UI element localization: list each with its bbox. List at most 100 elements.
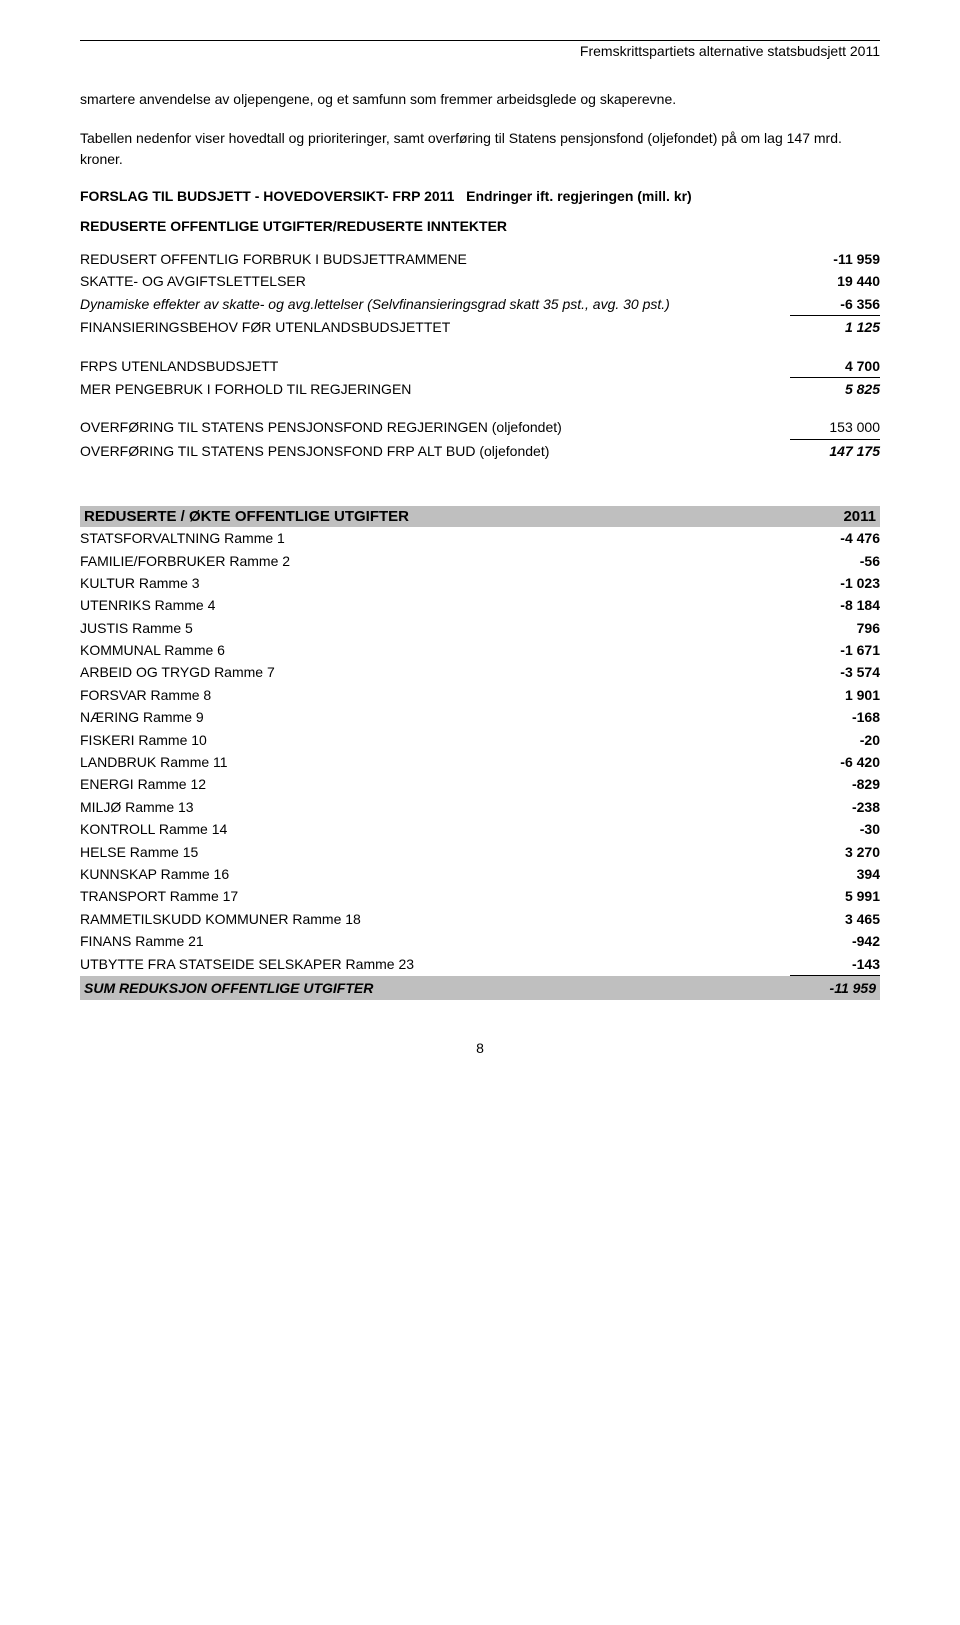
page-number: 8	[80, 1040, 880, 1056]
row-value: -1 671	[790, 639, 880, 661]
row-value: 153 000	[790, 416, 880, 439]
row-value: 3 270	[790, 841, 880, 863]
row-value: 1 125	[790, 316, 880, 338]
header-rule	[80, 40, 880, 41]
table-row: FRPS UTENLANDSBUDSJETT 4 700	[80, 355, 880, 378]
table-row: Dynamiske effekter av skatte- og avg.let…	[80, 293, 880, 316]
page-container: Fremskrittspartiets alternative statsbud…	[0, 0, 960, 1096]
table-row: UTBYTTE FRA STATSEIDE SELSKAPER Ramme 23…	[80, 953, 880, 976]
row-value: 394	[790, 863, 880, 885]
row-label: Dynamiske effekter av skatte- og avg.let…	[80, 293, 790, 316]
row-label: NÆRING Ramme 9	[80, 706, 790, 728]
row-value: -1 023	[790, 572, 880, 594]
row-label: TRANSPORT Ramme 17	[80, 885, 790, 907]
table-row: KULTUR Ramme 3-1 023	[80, 572, 880, 594]
table-row: MILJØ Ramme 13-238	[80, 796, 880, 818]
row-value: -6 420	[790, 751, 880, 773]
row-value: -20	[790, 729, 880, 751]
row-label: OVERFØRING TIL STATENS PENSJONSFOND REGJ…	[80, 416, 790, 439]
table-row: OVERFØRING TIL STATENS PENSJONSFOND REGJ…	[80, 416, 880, 439]
row-value: 19 440	[790, 270, 880, 292]
row-value: -11 959	[790, 248, 880, 270]
rammer-list: STATSFORVALTNING Ramme 1-4 476FAMILIE/FO…	[80, 527, 880, 976]
banner-row: REDUSERTE / ØKTE OFFENTLIGE UTGIFTER 201…	[80, 506, 880, 527]
row-value: -942	[790, 930, 880, 952]
table-row: JUSTIS Ramme 5796	[80, 617, 880, 639]
row-value: -4 476	[790, 527, 880, 549]
row-label: FAMILIE/FORBRUKER Ramme 2	[80, 550, 790, 572]
row-label: SKATTE- OG AVGIFTSLETTELSER	[80, 270, 790, 292]
table-row: ENERGI Ramme 12-829	[80, 773, 880, 795]
row-value: 4 700	[790, 355, 880, 378]
row-label: OVERFØRING TIL STATENS PENSJONSFOND FRP …	[80, 440, 790, 462]
table-row: ARBEID OG TRYGD Ramme 7-3 574	[80, 661, 880, 683]
row-label: KUNNSKAP Ramme 16	[80, 863, 790, 885]
reduserte-inntekter-title: REDUSERTE OFFENTLIGE UTGIFTER/REDUSERTE …	[80, 218, 880, 234]
row-label: UTBYTTE FRA STATSEIDE SELSKAPER Ramme 23	[80, 953, 790, 976]
row-label: UTENRIKS Ramme 4	[80, 594, 790, 616]
row-value: -6 356	[790, 293, 880, 316]
table-row: LANDBRUK Ramme 11-6 420	[80, 751, 880, 773]
table-row: SKATTE- OG AVGIFTSLETTELSER 19 440	[80, 270, 880, 292]
header-title: Fremskrittspartiets alternative statsbud…	[80, 43, 880, 59]
table-row: RAMMETILSKUDD KOMMUNER Ramme 183 465	[80, 908, 880, 930]
forslag-title-main: FORSLAG TIL BUDSJETT - HOVEDOVERSIKT- FR…	[80, 188, 454, 204]
row-label: ENERGI Ramme 12	[80, 773, 790, 795]
table-row: HELSE Ramme 153 270	[80, 841, 880, 863]
forslag-title: FORSLAG TIL BUDSJETT - HOVEDOVERSIKT- FR…	[80, 188, 880, 204]
table-row: OVERFØRING TIL STATENS PENSJONSFOND FRP …	[80, 440, 880, 462]
table-row: KUNNSKAP Ramme 16394	[80, 863, 880, 885]
row-label: KOMMUNAL Ramme 6	[80, 639, 790, 661]
row-label: RAMMETILSKUDD KOMMUNER Ramme 18	[80, 908, 790, 930]
banner-label: REDUSERTE / ØKTE OFFENTLIGE UTGIFTER	[84, 508, 409, 525]
row-label: KULTUR Ramme 3	[80, 572, 790, 594]
row-value: 5 991	[790, 885, 880, 907]
forslag-title-sub: Endringer ift. regjeringen (mill. kr)	[466, 188, 692, 204]
row-value: 147 175	[790, 440, 880, 462]
table-row: KOMMUNAL Ramme 6-1 671	[80, 639, 880, 661]
row-value: -143	[790, 953, 880, 976]
table-row: FAMILIE/FORBRUKER Ramme 2-56	[80, 550, 880, 572]
row-value: -238	[790, 796, 880, 818]
table-row: TRANSPORT Ramme 175 991	[80, 885, 880, 907]
table-row: MER PENGEBRUK I FORHOLD TIL REGJERINGEN …	[80, 378, 880, 400]
sum-value: -11 959	[786, 977, 876, 999]
row-label: MILJØ Ramme 13	[80, 796, 790, 818]
table-row: STATSFORVALTNING Ramme 1-4 476	[80, 527, 880, 549]
row-value: -8 184	[790, 594, 880, 616]
row-value: 796	[790, 617, 880, 639]
table-row: REDUSERT OFFENTLIG FORBRUK I BUDSJETTRAM…	[80, 248, 880, 270]
row-label: FINANSIERINGSBEHOV FØR UTENLANDSBUDSJETT…	[80, 316, 790, 338]
row-label: ARBEID OG TRYGD Ramme 7	[80, 661, 790, 683]
row-label: STATSFORVALTNING Ramme 1	[80, 527, 790, 549]
row-value: -168	[790, 706, 880, 728]
row-label: MER PENGEBRUK I FORHOLD TIL REGJERINGEN	[80, 378, 790, 400]
row-label: FRPS UTENLANDSBUDSJETT	[80, 355, 790, 378]
row-value: 1 901	[790, 684, 880, 706]
row-label: LANDBRUK Ramme 11	[80, 751, 790, 773]
table-row: FINANSIERINGSBEHOV FØR UTENLANDSBUDSJETT…	[80, 316, 880, 338]
intro-paragraph-2: Tabellen nedenfor viser hovedtall og pri…	[80, 128, 880, 170]
row-value: -3 574	[790, 661, 880, 683]
row-label: FINANS Ramme 21	[80, 930, 790, 952]
sum-label: SUM REDUKSJON OFFENTLIGE UTGIFTER	[84, 977, 786, 999]
row-value: 5 825	[790, 378, 880, 400]
table-row: FORSVAR Ramme 81 901	[80, 684, 880, 706]
row-value: -56	[790, 550, 880, 572]
row-value: -829	[790, 773, 880, 795]
table-row: NÆRING Ramme 9-168	[80, 706, 880, 728]
table-row: FISKERI Ramme 10-20	[80, 729, 880, 751]
intro-paragraph-1: smartere anvendelse av oljepengene, og e…	[80, 89, 880, 110]
row-label: FORSVAR Ramme 8	[80, 684, 790, 706]
row-label: FISKERI Ramme 10	[80, 729, 790, 751]
row-value: 3 465	[790, 908, 880, 930]
table-row: UTENRIKS Ramme 4-8 184	[80, 594, 880, 616]
row-label: KONTROLL Ramme 14	[80, 818, 790, 840]
sum-row: SUM REDUKSJON OFFENTLIGE UTGIFTER -11 95…	[80, 976, 880, 1000]
row-label: REDUSERT OFFENTLIG FORBRUK I BUDSJETTRAM…	[80, 248, 790, 270]
row-value: -30	[790, 818, 880, 840]
table-row: FINANS Ramme 21-942	[80, 930, 880, 952]
banner-value: 2011	[786, 508, 876, 525]
row-label: HELSE Ramme 15	[80, 841, 790, 863]
table-row: KONTROLL Ramme 14-30	[80, 818, 880, 840]
